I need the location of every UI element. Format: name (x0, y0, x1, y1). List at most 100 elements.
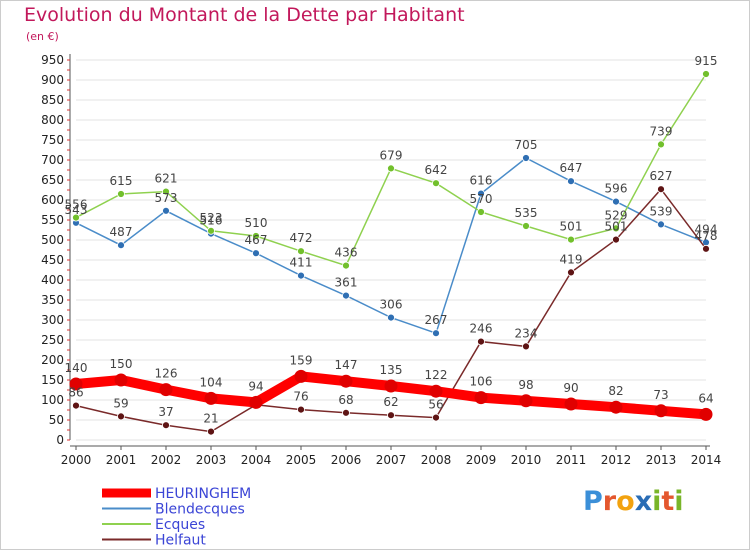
data-point-blendecques (342, 291, 350, 300)
data-label-ecques: 570 (470, 192, 493, 206)
y-tick-label: 150 (41, 373, 64, 387)
data-label-blendecques: 516 (200, 214, 223, 228)
data-point-blendecques (162, 206, 170, 215)
data-point-ecques (432, 179, 440, 188)
data-point-heuringhem (609, 400, 623, 414)
x-tick-label: 2014 (691, 453, 722, 467)
x-tick-label: 2010 (511, 453, 542, 467)
data-label-blendecques: 647 (560, 161, 583, 175)
data-label-ecques: 523 (200, 211, 223, 225)
data-label-heuringhem: 82 (608, 384, 623, 398)
data-label-helfaut: 21 (203, 412, 218, 426)
data-label-ecques: 915 (695, 54, 718, 68)
data-point-blendecques (117, 241, 125, 250)
y-tick-label: 100 (41, 393, 64, 407)
data-label-heuringhem: 140 (65, 361, 88, 375)
y-tick-label: 450 (41, 253, 64, 267)
data-label-ecques: 615 (110, 174, 133, 188)
data-label-blendecques: 616 (470, 174, 493, 188)
data-label-helfaut: 37 (158, 405, 173, 419)
data-point-helfaut (72, 401, 80, 410)
data-point-helfaut (432, 413, 440, 422)
data-point-ecques (342, 261, 350, 270)
data-point-heuringhem (204, 391, 218, 405)
data-point-ecques (522, 222, 530, 230)
data-point-ecques (117, 190, 125, 198)
y-tick-label: 950 (41, 53, 64, 67)
data-label-helfaut: 68 (338, 393, 353, 407)
x-tick-label: 2005 (286, 453, 317, 467)
data-label-heuringhem: 126 (155, 367, 178, 381)
data-point-helfaut (297, 405, 305, 414)
data-point-blendecques (522, 154, 530, 162)
legend-label-ecques: Ecques (155, 517, 205, 533)
x-tick-label: 2008 (421, 453, 452, 467)
data-label-blendecques: 487 (110, 225, 133, 239)
data-label-heuringhem: 64 (698, 391, 713, 405)
data-label-helfaut: 76 (293, 390, 308, 404)
x-tick-label: 2004 (241, 453, 272, 467)
data-label-ecques: 642 (425, 163, 448, 177)
data-point-heuringhem (429, 384, 443, 398)
data-point-ecques (252, 232, 260, 240)
data-label-blendecques: 467 (245, 233, 268, 247)
data-label-heuringhem: 159 (290, 353, 313, 367)
x-tick-label: 2013 (646, 453, 677, 467)
y-tick-label: 300 (41, 313, 64, 327)
data-point-heuringhem (519, 394, 533, 408)
data-point-helfaut (117, 412, 125, 421)
data-label-blendecques: 411 (290, 256, 313, 270)
y-tick-label: 200 (41, 353, 64, 367)
data-label-helfaut: 86 (68, 386, 83, 400)
data-point-helfaut (162, 421, 170, 430)
x-tick-label: 2011 (556, 453, 587, 467)
data-point-ecques (657, 140, 665, 149)
data-point-ecques (567, 235, 575, 244)
data-label-ecques: 501 (560, 220, 583, 234)
y-tick-label: 500 (41, 233, 64, 247)
brand-logo-letter: o (616, 486, 635, 517)
data-point-blendecques (252, 249, 260, 258)
data-point-heuringhem (114, 373, 128, 387)
data-label-ecques: 436 (335, 246, 358, 260)
data-point-heuringhem (384, 379, 398, 393)
data-point-ecques (72, 213, 80, 222)
data-point-ecques (612, 224, 620, 233)
data-label-blendecques: 306 (380, 298, 403, 312)
data-point-heuringhem (339, 374, 353, 388)
data-label-heuringhem: 94 (248, 379, 263, 393)
data-label-helfaut: 627 (650, 169, 673, 183)
legend-label-helfaut: Helfaut (155, 533, 206, 549)
data-point-helfaut (657, 185, 665, 194)
data-point-helfaut (702, 244, 710, 253)
data-label-blendecques: 267 (425, 313, 448, 327)
data-label-blendecques: 573 (155, 191, 178, 205)
data-label-blendecques: 705 (515, 138, 538, 152)
data-label-helfaut: 59 (113, 396, 128, 410)
data-point-heuringhem (654, 404, 668, 418)
data-label-heuringhem: 98 (518, 378, 533, 392)
x-tick-label: 2002 (151, 453, 182, 467)
y-tick-label: 750 (41, 133, 64, 147)
data-label-heuringhem: 106 (470, 375, 493, 389)
data-label-heuringhem: 122 (425, 368, 448, 382)
brand-logo: Proxiti (583, 486, 684, 517)
data-label-ecques: 529 (605, 208, 628, 222)
data-label-helfaut: 501 (605, 220, 628, 234)
chart-title: Evolution du Montant de la Dette par Hab… (24, 4, 465, 26)
y-tick-label: 550 (41, 213, 64, 227)
data-point-heuringhem (69, 377, 83, 391)
data-point-helfaut (522, 342, 530, 351)
data-label-helfaut: 246 (470, 322, 493, 336)
legend-label-blendecques: Blendecques (155, 502, 245, 518)
data-label-blendecques: 543 (65, 203, 88, 217)
y-tick-label: 900 (41, 73, 64, 87)
data-label-ecques: 739 (650, 124, 673, 138)
chart-unit-label: (en €) (26, 30, 59, 43)
data-label-ecques: 535 (515, 206, 538, 220)
data-label-heuringhem: 147 (335, 358, 358, 372)
x-tick-label: 2003 (196, 453, 227, 467)
brand-logo-letter: P (583, 486, 603, 517)
x-tick-label: 2000 (61, 453, 92, 467)
y-tick-label: 600 (41, 193, 64, 207)
